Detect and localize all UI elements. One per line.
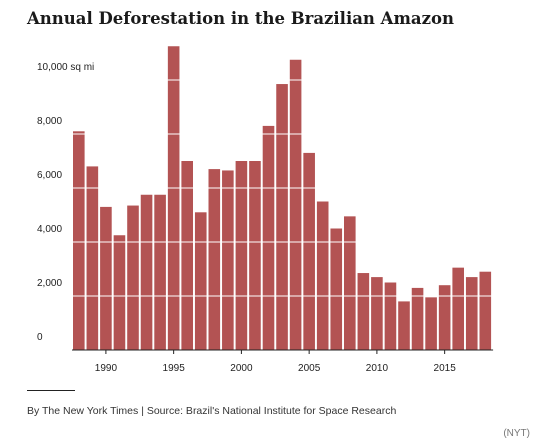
x-tick-label: 2015: [434, 363, 457, 374]
x-tick-label: 2010: [366, 363, 389, 374]
x-tick-label: 2000: [230, 363, 253, 374]
bar-1997: [194, 212, 207, 350]
bar-1999: [222, 170, 234, 350]
bar-2009: [357, 273, 370, 350]
y-tick-label: 2,000: [37, 278, 62, 289]
bar-2015: [438, 285, 451, 350]
y-tick-label: 4,000: [37, 224, 62, 235]
bar-1988: [73, 131, 85, 350]
bars-group: [73, 46, 492, 351]
bar-2016: [452, 267, 464, 350]
bar-2001: [249, 161, 261, 350]
y-tick-labels: 0 2,000 4,000 6,000 8,000 10,000 sq mi: [37, 62, 94, 343]
bar-2012: [398, 301, 410, 350]
bar-1992: [127, 205, 139, 350]
bar-2007: [330, 228, 343, 350]
x-tick-label: 2005: [298, 363, 321, 374]
bar-1993: [140, 194, 153, 350]
bar-2013: [411, 287, 424, 350]
bar-2002: [262, 125, 275, 351]
bar-1990: [100, 206, 112, 350]
bar-2000: [235, 161, 248, 350]
source-note: By The New York Times | Source: Brazil's…: [27, 405, 397, 417]
y-tick-label: 8,000: [37, 116, 62, 127]
credit-label: (NYT): [503, 428, 530, 439]
y-tick-label: 6,000: [37, 170, 62, 181]
bar-1995: [167, 46, 180, 350]
bar-2017: [465, 277, 478, 350]
bar-2018: [479, 271, 492, 350]
y-tick-label: 0: [37, 332, 43, 343]
x-tick-label: 1995: [163, 363, 186, 374]
gridlines-group: [71, 79, 493, 297]
y-tick-label: 10,000 sq mi: [37, 62, 94, 73]
bar-2006: [316, 201, 329, 350]
footer-rule: [27, 390, 75, 391]
bar-2010: [371, 277, 383, 350]
bar-1996: [181, 161, 193, 350]
bar-2008: [344, 216, 356, 350]
bar-1994: [154, 194, 166, 350]
bar-1991: [113, 235, 126, 350]
chart-title: Annual Deforestation in the Brazilian Am…: [27, 9, 454, 28]
bar-2004: [289, 59, 302, 350]
bar-1989: [86, 166, 99, 350]
bar-2005: [303, 152, 315, 350]
x-tick-labels: 1990 1995 2000 2005 2010 2015: [95, 350, 456, 374]
bar-2003: [276, 84, 288, 351]
x-tick-label: 1990: [95, 363, 118, 374]
bar-1998: [208, 169, 221, 350]
bar-2014: [425, 297, 437, 350]
bar-2011: [384, 282, 397, 350]
